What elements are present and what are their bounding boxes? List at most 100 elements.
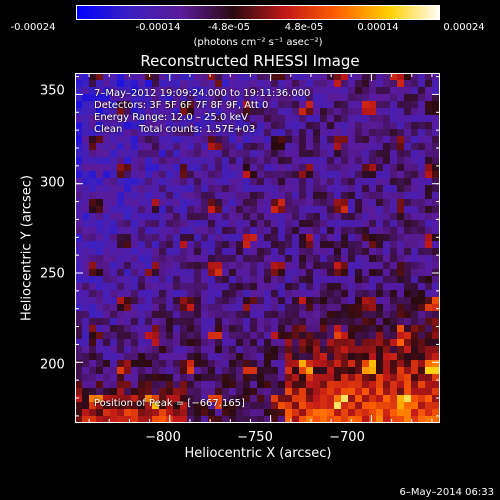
heatmap-cell [103, 262, 110, 269]
heatmap-cell [278, 206, 285, 213]
heatmap-cell [418, 122, 425, 129]
heatmap-cell [306, 269, 313, 276]
heatmap-cell [383, 367, 390, 374]
heatmap-cell [89, 129, 96, 136]
heatmap-cell [138, 122, 145, 129]
heatmap-cell [166, 129, 173, 136]
heatmap-cell [257, 234, 264, 241]
heatmap-cell [145, 318, 152, 325]
heatmap-cell [180, 157, 187, 164]
heatmap-cell [341, 325, 348, 332]
heatmap-cell [285, 269, 292, 276]
heatmap-cell [411, 213, 418, 220]
heatmap-cell [320, 115, 327, 122]
heatmap-cell [313, 360, 320, 367]
heatmap-cell [383, 248, 390, 255]
heatmap-cell [243, 353, 250, 360]
heatmap-cell [145, 122, 152, 129]
heatmap-cell [278, 255, 285, 262]
heatmap-cell [110, 192, 117, 199]
heatmap-cell [82, 115, 89, 122]
heatmap-cell [292, 290, 299, 297]
heatmap-cell [418, 374, 425, 381]
heatmap-cell [257, 80, 264, 87]
heatmap-cell [159, 185, 166, 192]
heatmap-cell [243, 360, 250, 367]
heatmap-cell [432, 220, 439, 227]
heatmap-cell [138, 409, 145, 416]
heatmap-cell [285, 367, 292, 374]
heatmap-cell [166, 80, 173, 87]
heatmap-cell [131, 108, 138, 115]
heatmap-cell [180, 108, 187, 115]
heatmap-cell [411, 157, 418, 164]
heatmap-cell [222, 332, 229, 339]
heatmap-cell [222, 311, 229, 318]
heatmap-cell [229, 248, 236, 255]
heatmap-cell [201, 332, 208, 339]
heatmap-cell [201, 381, 208, 388]
heatmap-cell [173, 73, 180, 80]
y-tick-label: 300 [40, 175, 65, 191]
heatmap-cell [292, 150, 299, 157]
heatmap-cell [306, 234, 313, 241]
heatmap-cell [96, 213, 103, 220]
heatmap-cell [404, 290, 411, 297]
heatmap-cell [362, 234, 369, 241]
heatmap-cell [271, 346, 278, 353]
heatmap-cell [327, 325, 334, 332]
heatmap-cell [397, 87, 404, 94]
heatmap-cell [313, 115, 320, 122]
heatmap-cell [222, 157, 229, 164]
heatmap-cell [390, 409, 397, 416]
heatmap-cell [243, 192, 250, 199]
heatmap-cell [138, 325, 145, 332]
heatmap-cell [383, 234, 390, 241]
heatmap-cell [376, 332, 383, 339]
heatmap-cell [152, 297, 159, 304]
heatmap-cell [341, 290, 348, 297]
heatmap-cell [208, 395, 215, 402]
heatmap-cell [341, 374, 348, 381]
heatmap-cell [285, 388, 292, 395]
heatmap-cell [250, 290, 257, 297]
heatmap-cell [327, 416, 334, 423]
heatmap-cell [397, 94, 404, 101]
heatmap-cell [390, 388, 397, 395]
heatmap-cell [362, 206, 369, 213]
heatmap-cell [411, 269, 418, 276]
heatmap-cell [145, 73, 152, 80]
heatmap-cell [376, 353, 383, 360]
heatmap-cell [152, 388, 159, 395]
heatmap-cell [348, 325, 355, 332]
heatmap-cell [159, 150, 166, 157]
heatmap-cell [243, 339, 250, 346]
heatmap-cell [243, 150, 250, 157]
heatmap-cell [390, 157, 397, 164]
heatmap-cell [369, 262, 376, 269]
heatmap-cell [397, 220, 404, 227]
heatmap-cell [208, 136, 215, 143]
heatmap-cell [180, 248, 187, 255]
heatmap-cell [243, 227, 250, 234]
heatmap-cell [103, 332, 110, 339]
heatmap-cell [390, 241, 397, 248]
heatmap-cell [299, 339, 306, 346]
heatmap-cell [376, 367, 383, 374]
heatmap-cell [320, 199, 327, 206]
heatmap-cell [278, 213, 285, 220]
heatmap-cell [138, 318, 145, 325]
heatmap-cell [131, 73, 138, 80]
heatmap-cell [432, 227, 439, 234]
heatmap-cell [285, 374, 292, 381]
heatmap-cell [173, 304, 180, 311]
heatmap-cell [173, 297, 180, 304]
heatmap-cell [341, 276, 348, 283]
heatmap-cell [103, 206, 110, 213]
heatmap-cell [285, 94, 292, 101]
heatmap-cell [152, 178, 159, 185]
heatmap-cell [425, 304, 432, 311]
heatmap-cell [159, 199, 166, 206]
heatmap-cell [201, 227, 208, 234]
heatmap-cell [124, 339, 131, 346]
